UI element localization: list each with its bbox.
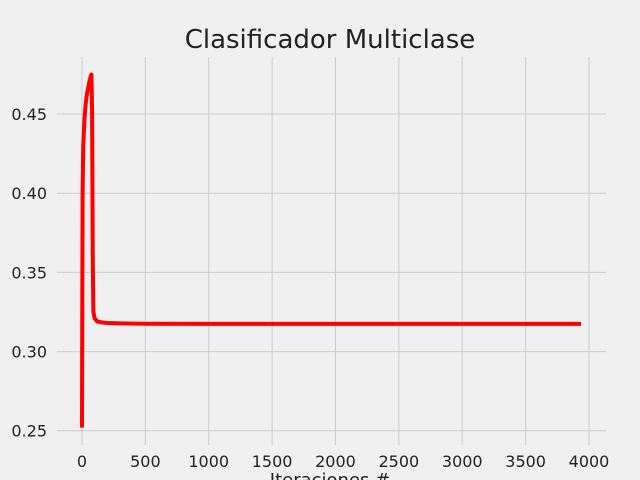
y-tick-label: 0.30 bbox=[11, 343, 47, 362]
x-tick-label: 500 bbox=[130, 452, 161, 471]
y-tick-label: 0.40 bbox=[11, 184, 47, 203]
y-tick-label: 0.25 bbox=[11, 422, 47, 441]
data-line bbox=[79, 72, 582, 428]
x-tick-label: 2000 bbox=[315, 452, 356, 471]
x-tick-label: 4000 bbox=[569, 452, 610, 471]
x-tick-label: 1500 bbox=[252, 452, 293, 471]
y-tick-label: 0.35 bbox=[11, 263, 47, 282]
x-tick-label: 0 bbox=[77, 452, 87, 471]
chart-title: Clasificador Multiclase bbox=[185, 25, 476, 55]
x-tick-label: 3500 bbox=[505, 452, 546, 471]
x-tick-label: 1000 bbox=[188, 452, 229, 471]
x-tick-label: 2500 bbox=[379, 452, 420, 471]
y-tick-label: 0.45 bbox=[11, 105, 47, 124]
x-tick-label: 3000 bbox=[442, 452, 483, 471]
x-axis-label: Iteraciones # bbox=[270, 470, 390, 480]
